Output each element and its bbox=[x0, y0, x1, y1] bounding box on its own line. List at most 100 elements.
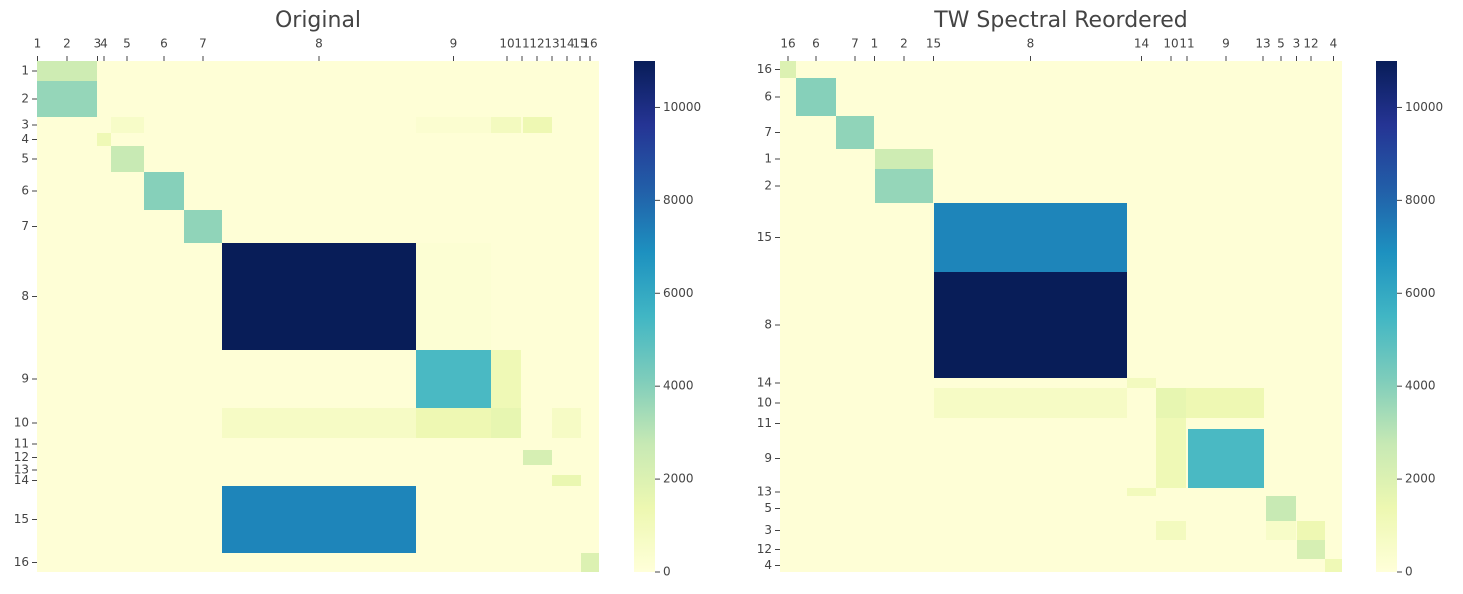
heatmap-cell bbox=[1156, 521, 1186, 540]
heatmap-cell bbox=[111, 117, 144, 133]
heatmap-cell bbox=[97, 133, 111, 146]
y-tick-label: 8 bbox=[764, 318, 772, 332]
x-tick-label: 10 bbox=[1163, 37, 1178, 51]
y-tick-label: 10 bbox=[14, 416, 29, 430]
y-tick-label: 16 bbox=[757, 62, 772, 76]
y-tick-label: 2 bbox=[764, 179, 772, 193]
x-tick-label: 13 bbox=[1255, 37, 1270, 51]
x-tick-label: 8 bbox=[1027, 37, 1035, 51]
heatmap-cell bbox=[934, 203, 1127, 272]
colorbar-tick-label: 10000 bbox=[1405, 100, 1443, 114]
x-tick-label: 8 bbox=[315, 37, 323, 51]
x-tick-label: 2 bbox=[900, 37, 908, 51]
x-tick-label: 3 bbox=[1293, 37, 1301, 51]
heatmap-cell bbox=[780, 61, 796, 78]
heatmap-cell bbox=[37, 81, 97, 117]
x-tick-label: 16 bbox=[780, 37, 795, 51]
heatmap-cell bbox=[222, 243, 416, 350]
y-tick-label: 3 bbox=[764, 523, 772, 537]
heatmap-cell bbox=[875, 149, 933, 169]
y-tick-label: 9 bbox=[764, 451, 772, 465]
y-tick-label: 2 bbox=[21, 92, 29, 106]
heatmap-cell bbox=[1127, 378, 1156, 388]
y-tick-label: 13 bbox=[14, 463, 29, 477]
x-tick-label: 9 bbox=[450, 37, 458, 51]
y-tick-label: 15 bbox=[757, 230, 772, 244]
heatmap-cell bbox=[491, 408, 521, 438]
y-tick-label: 6 bbox=[21, 184, 29, 198]
x-tick-label: 6 bbox=[812, 37, 820, 51]
y-tick-label: 10 bbox=[757, 396, 772, 410]
heatmap-cell bbox=[37, 61, 97, 81]
heatmap-cell bbox=[796, 78, 836, 116]
colorbar bbox=[1376, 61, 1397, 572]
y-tick-label: 16 bbox=[14, 555, 29, 569]
heatmap-cell bbox=[836, 116, 874, 149]
x-tick-label: 10 bbox=[499, 37, 514, 51]
heatmap-cell bbox=[416, 408, 491, 438]
heatmap-cell bbox=[934, 272, 1127, 378]
x-tick-label: 14 bbox=[559, 37, 574, 51]
heatmap-cell bbox=[552, 475, 581, 486]
colorbar-tick-label: 6000 bbox=[663, 286, 694, 300]
y-tick-label: 12 bbox=[757, 542, 772, 556]
x-tick-label: 5 bbox=[1277, 37, 1285, 51]
colorbar-tick-label: 0 bbox=[1405, 565, 1413, 579]
x-tick-label: 9 bbox=[1222, 37, 1230, 51]
heatmap-cell bbox=[491, 350, 521, 408]
chart-title: Original bbox=[275, 8, 361, 33]
heatmap-cell bbox=[1156, 388, 1186, 418]
y-tick-label: 7 bbox=[21, 219, 29, 233]
heatmap-cell bbox=[875, 169, 933, 203]
y-tick-label: 14 bbox=[757, 376, 772, 390]
x-tick-label: 7 bbox=[851, 37, 859, 51]
x-tick-label: 14 bbox=[1134, 37, 1149, 51]
x-tick-label: 15 bbox=[572, 37, 587, 51]
x-tick-label: 4 bbox=[100, 37, 108, 51]
heatmap-cell bbox=[222, 408, 416, 438]
y-tick-label: 1 bbox=[764, 152, 772, 166]
colorbar-tick-label: 4000 bbox=[1405, 379, 1436, 393]
colorbar-tick-label: 4000 bbox=[663, 379, 694, 393]
x-tick-label: 11 bbox=[1179, 37, 1194, 51]
colorbar-tick-label: 2000 bbox=[663, 472, 694, 486]
x-tick-label: 7 bbox=[199, 37, 207, 51]
y-tick-label: 4 bbox=[764, 558, 772, 572]
heatmap-cell bbox=[1297, 521, 1325, 540]
y-tick-label: 11 bbox=[14, 437, 29, 451]
heatmap-cell bbox=[416, 243, 491, 350]
x-tick-label: 4 bbox=[1330, 37, 1338, 51]
x-tick-label: 16 bbox=[582, 37, 597, 51]
heatmap-cell bbox=[1156, 418, 1186, 488]
y-tick-label: 7 bbox=[764, 125, 772, 139]
y-tick-label: 3 bbox=[21, 118, 29, 132]
heatmap-cell bbox=[416, 117, 491, 133]
x-tick-label: 12 bbox=[1303, 37, 1318, 51]
y-tick-label: 6 bbox=[764, 90, 772, 104]
heatmap-cell bbox=[934, 388, 1127, 418]
chart-title: TW Spectral Reordered bbox=[933, 8, 1188, 33]
y-tick-label: 8 bbox=[21, 289, 29, 303]
colorbar-tick-label: 0 bbox=[663, 565, 671, 579]
y-tick-label: 1 bbox=[21, 64, 29, 78]
x-tick-label: 1 bbox=[871, 37, 879, 51]
heatmap-cell bbox=[552, 408, 581, 438]
heatmap-cell bbox=[144, 172, 184, 210]
y-tick-label: 4 bbox=[21, 132, 29, 146]
colorbar bbox=[634, 61, 655, 572]
heatmap-cell bbox=[491, 117, 521, 133]
x-tick-label: 15 bbox=[926, 37, 941, 51]
colorbar-tick-label: 2000 bbox=[1405, 472, 1436, 486]
heatmap-cell bbox=[222, 486, 416, 553]
x-tick-label: 5 bbox=[123, 37, 131, 51]
heatmap-cell bbox=[523, 450, 552, 465]
y-tick-label: 14 bbox=[14, 473, 29, 487]
heatmap-cell bbox=[1188, 429, 1264, 488]
heatmap-cell bbox=[523, 117, 552, 133]
colorbar-tick-label: 8000 bbox=[1405, 193, 1436, 207]
heatmap-cell bbox=[1266, 521, 1296, 540]
heatmap-cell bbox=[1297, 540, 1325, 559]
heatmap-cell bbox=[111, 146, 144, 172]
x-tick-label: 11 bbox=[514, 37, 529, 51]
x-tick-label: 13 bbox=[544, 37, 559, 51]
